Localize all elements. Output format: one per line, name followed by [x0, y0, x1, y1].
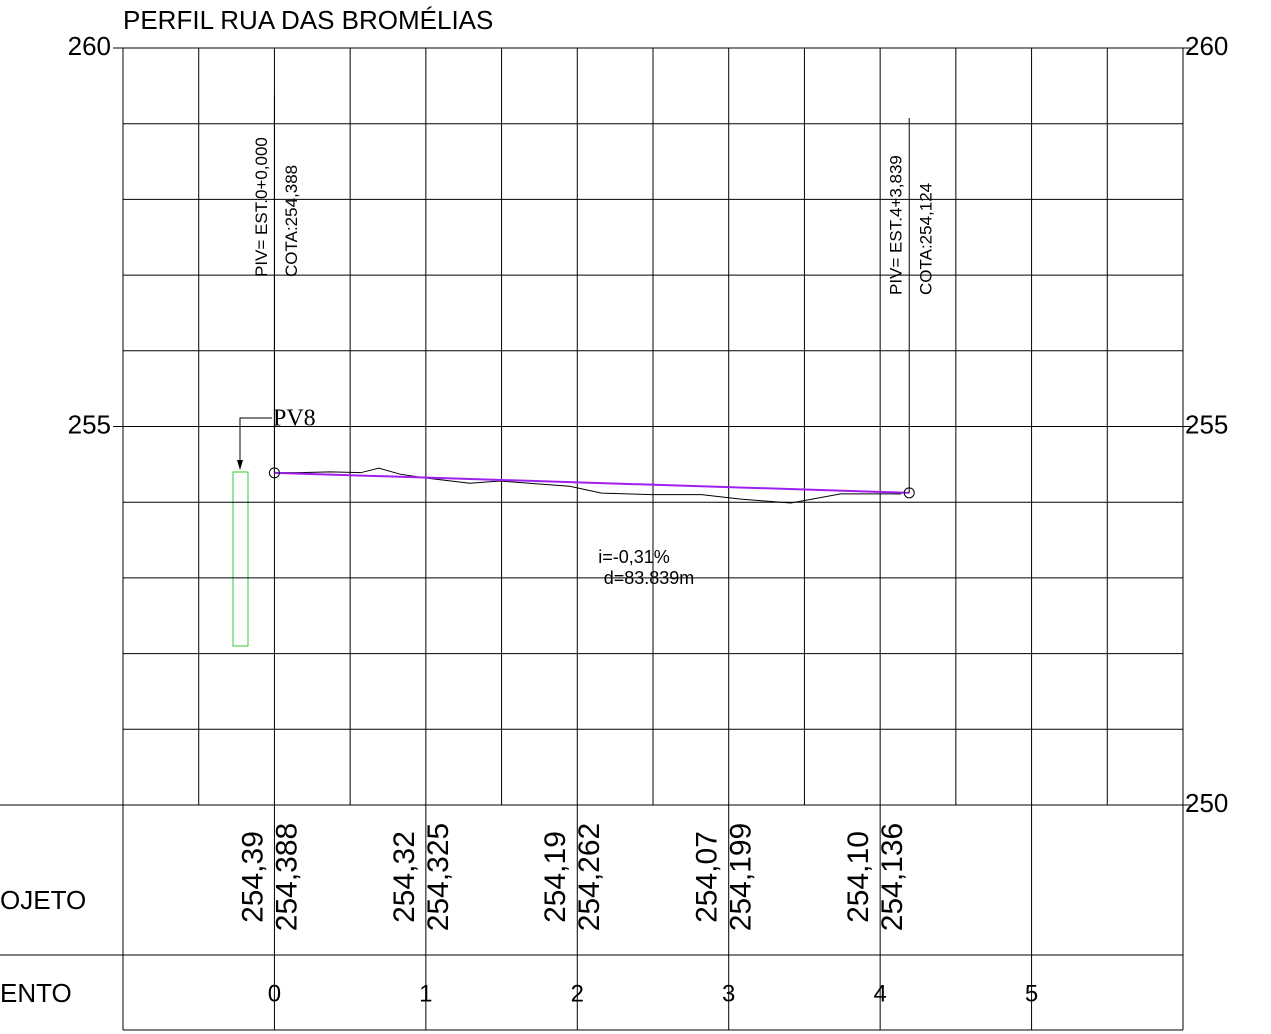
y-tick-label-right: 260 — [1185, 31, 1228, 61]
x-tick-label: 1 — [419, 980, 432, 1007]
table-value: 254,262 — [573, 823, 606, 931]
x-tick-label: 5 — [1025, 980, 1038, 1007]
table-value: 254,10 — [842, 831, 875, 923]
manhole — [232, 471, 249, 647]
row-label: OJETO — [0, 885, 86, 915]
x-tick-label: 2 — [571, 980, 584, 1007]
piv-cota: COTA:254,124 — [917, 183, 936, 295]
piv-cota: COTA:254,388 — [282, 165, 301, 277]
y-tick-label-left: 255 — [68, 409, 111, 439]
table-value: 254,388 — [270, 823, 303, 931]
table-value: 254,32 — [388, 831, 421, 923]
chart-title: PERFIL RUA DAS BROMÉLIAS — [123, 5, 493, 35]
x-tick-label: 0 — [268, 980, 281, 1007]
distance-label: d=83.839m — [604, 568, 695, 588]
piv-point — [268, 467, 280, 479]
slope-label: i=-0,31% — [598, 547, 670, 567]
x-tick-label: 3 — [722, 980, 735, 1007]
table-value: 254,136 — [876, 823, 909, 931]
table-value: 254,19 — [539, 831, 572, 923]
pv-arrow — [237, 460, 243, 470]
piv-station: PIV= EST.0+0,000 — [252, 137, 271, 277]
y-tick-label-left: 260 — [68, 31, 111, 61]
piv-station: PIV= EST.4+3,839 — [887, 155, 906, 295]
pv-label: PV8 — [273, 406, 316, 432]
x-tick-label: 4 — [873, 980, 886, 1007]
piv-point — [903, 487, 915, 499]
y-tick-label-right: 255 — [1185, 409, 1228, 439]
table-value: 254,07 — [691, 831, 724, 923]
profile-line — [274, 467, 902, 504]
table-value: 254,39 — [236, 831, 269, 923]
profile-line — [274, 471, 910, 494]
table-value: 254,199 — [725, 823, 758, 931]
row-label: ENTO — [0, 978, 72, 1008]
pv-leader — [239, 417, 272, 468]
table-value: 254,325 — [422, 823, 455, 931]
y-tick-label-right: 250 — [1185, 788, 1228, 818]
